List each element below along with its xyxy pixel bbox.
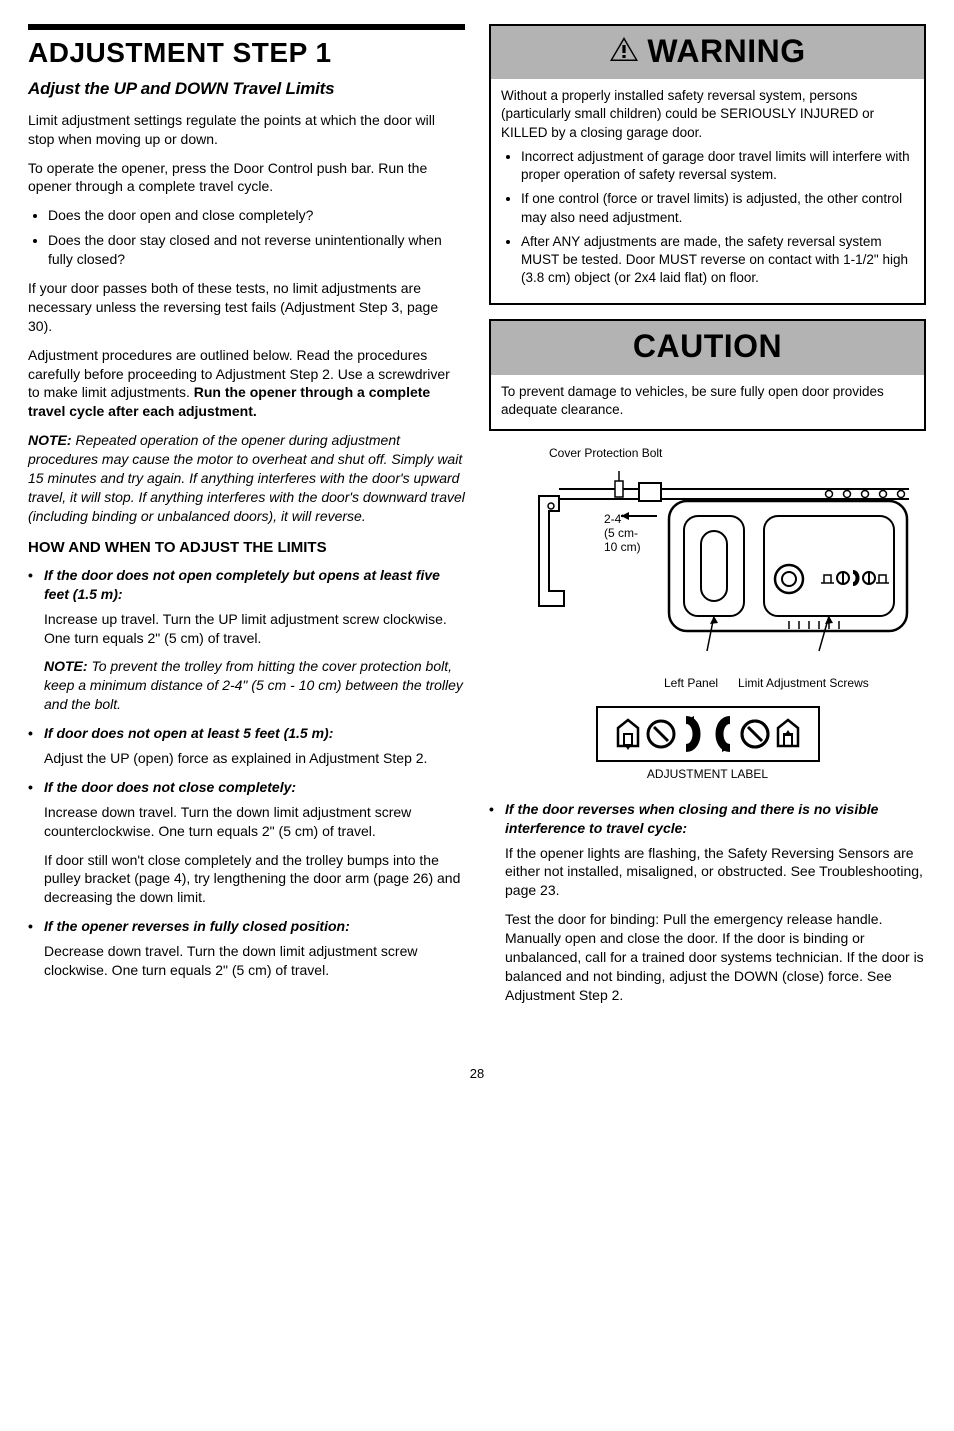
warning-box: WARNING Without a properly installed saf… bbox=[489, 24, 926, 305]
warning-title-text: WARNING bbox=[647, 30, 805, 73]
bullet-dot: • bbox=[489, 800, 505, 838]
list-item: Does the door open and close completely? bbox=[48, 206, 465, 225]
subtitle: Adjust the UP and DOWN Travel Limits bbox=[28, 78, 465, 101]
warning-list-item: If one control (force or travel limits) … bbox=[521, 190, 914, 226]
warning-title-bar: WARNING bbox=[491, 26, 924, 79]
condition-head: If the door does not close completely: bbox=[44, 778, 296, 797]
note-label: NOTE: bbox=[28, 432, 72, 448]
opener-diagram-icon bbox=[489, 461, 919, 671]
adjustment-label-icon bbox=[596, 706, 820, 762]
condition-item: • If door does not open at least 5 feet … bbox=[28, 724, 465, 743]
page-number: 28 bbox=[28, 1065, 926, 1083]
left-column: ADJUSTMENT STEP 1 Adjust the UP and DOWN… bbox=[28, 24, 465, 1015]
caution-box: CAUTION To prevent damage to vehicles, b… bbox=[489, 319, 926, 431]
step-title: ADJUSTMENT STEP 1 bbox=[28, 34, 465, 72]
condition-body: If the opener lights are flashing, the S… bbox=[505, 844, 926, 901]
condition-head: If the door reverses when closing and th… bbox=[505, 800, 926, 838]
figure-distance-label: 2-4" (5 cm- 10 cm) bbox=[604, 513, 641, 554]
warning-list-item: After ANY adjustments are made, the safe… bbox=[521, 233, 914, 288]
figure-limit-screws-label: Limit Adjustment Screws bbox=[738, 675, 869, 691]
condition-item: • If the door does not open completely b… bbox=[28, 566, 465, 604]
bullet-dot: • bbox=[28, 917, 44, 936]
how-when-heading: HOW AND WHEN TO ADJUST THE LIMITS bbox=[28, 538, 465, 558]
adjustment-label-figure: ADJUSTMENT LABEL bbox=[489, 702, 926, 782]
paragraph: Adjustment procedures are outlined below… bbox=[28, 346, 465, 422]
condition-item: • If the door reverses when closing and … bbox=[489, 800, 926, 838]
paragraph: Limit adjustment settings regulate the p… bbox=[28, 111, 465, 149]
condition-head: If door does not open at least 5 feet (1… bbox=[44, 724, 333, 743]
condition-item: • If the opener reverses in fully closed… bbox=[28, 917, 465, 936]
condition-head: If the opener reverses in fully closed p… bbox=[44, 917, 350, 936]
bullet-dot: • bbox=[28, 724, 44, 743]
condition-body: Increase down travel. Turn the down limi… bbox=[44, 803, 465, 841]
warning-list-item: Incorrect adjustment of garage door trav… bbox=[521, 148, 914, 184]
note-paragraph: NOTE: Repeated operation of the opener d… bbox=[28, 431, 465, 525]
caution-title-text: CAUTION bbox=[633, 328, 782, 364]
caution-body: To prevent damage to vehicles, be sure f… bbox=[491, 375, 924, 429]
condition-body: Increase up travel. Turn the UP limit ad… bbox=[44, 610, 465, 648]
condition-body: Adjust the UP (open) force as explained … bbox=[44, 749, 465, 768]
check-list: Does the door open and close completely?… bbox=[28, 206, 465, 269]
opener-figure: Cover Protection Bolt bbox=[489, 445, 926, 692]
note-body: To prevent the trolley from hitting the … bbox=[44, 658, 463, 712]
note-label: NOTE: bbox=[44, 658, 88, 674]
note-body: Repeated operation of the opener during … bbox=[28, 432, 465, 524]
adjustment-label-caption: ADJUSTMENT LABEL bbox=[489, 766, 926, 782]
condition-item: • If the door does not close completely: bbox=[28, 778, 465, 797]
bullet-dot: • bbox=[28, 566, 44, 604]
paragraph: To operate the opener, press the Door Co… bbox=[28, 159, 465, 197]
condition-body: Decrease down travel. Turn the down limi… bbox=[44, 942, 465, 980]
heading-rule bbox=[28, 24, 465, 30]
condition-head: If the door does not open completely but… bbox=[44, 566, 465, 604]
warning-paragraph: Without a properly installed safety reve… bbox=[501, 87, 914, 142]
condition-body: If door still won't close completely and… bbox=[44, 851, 465, 908]
caution-title-bar: CAUTION bbox=[491, 321, 924, 374]
figure-bottom-captions: Left Panel Limit Adjustment Screws bbox=[489, 675, 926, 691]
list-item: Does the door stay closed and not revers… bbox=[48, 231, 465, 269]
figure-top-caption: Cover Protection Bolt bbox=[489, 445, 926, 461]
condition-note: NOTE: To prevent the trolley from hittin… bbox=[44, 657, 465, 714]
right-column: WARNING Without a properly installed saf… bbox=[489, 24, 926, 1015]
alert-triangle-icon bbox=[609, 30, 639, 73]
condition-body: Test the door for binding: Pull the emer… bbox=[505, 910, 926, 1004]
bullet-dot: • bbox=[28, 778, 44, 797]
paragraph: If your door passes both of these tests,… bbox=[28, 279, 465, 336]
figure-left-panel-label: Left Panel bbox=[664, 675, 718, 691]
warning-body: Without a properly installed safety reve… bbox=[491, 79, 924, 303]
